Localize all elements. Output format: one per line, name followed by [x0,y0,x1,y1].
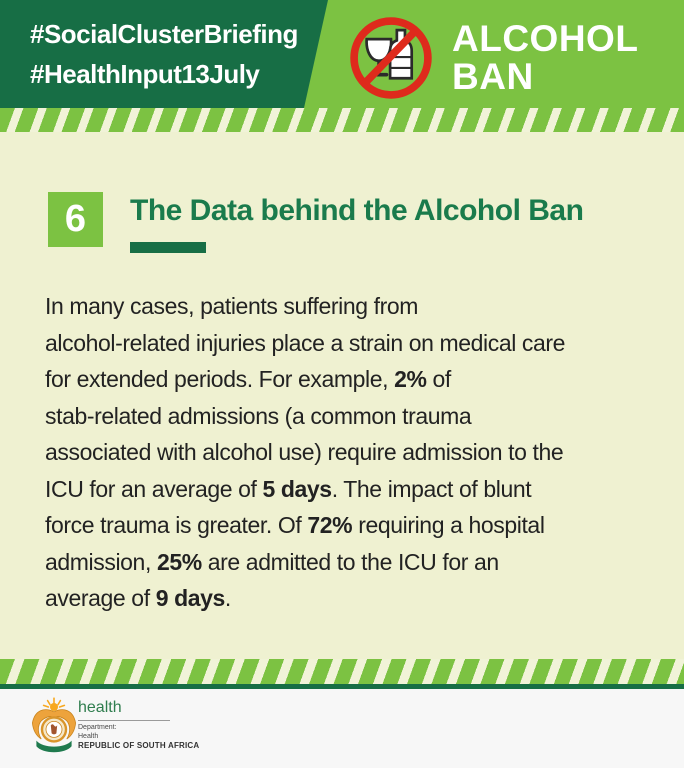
title-underline [130,242,206,253]
bottom-stripe-band [0,659,684,684]
footer-country: REPUBLIC OF SOUTH AFRICA [78,741,200,750]
section-number-badge: 6 [48,192,103,247]
body-paragraph: In many cases, patients suffering from a… [45,293,566,611]
footer-org-name: health [78,699,122,716]
section-number: 6 [64,198,87,240]
hashtag-banner [0,0,328,108]
footer: health Department: Health REPUBLIC OF SO… [0,689,684,768]
hashtags-block: #SocialClusterBriefing #HealthInput13Jul… [30,14,298,94]
coat-of-arms-icon [30,696,78,758]
footer-text-divider [78,720,170,721]
hashtag-social-cluster-briefing: #SocialClusterBriefing [30,19,298,49]
top-stripe-band [0,108,684,132]
footer-text-block: health Department: Health REPUBLIC OF SO… [78,699,199,751]
ban-title-line2: BAN [452,56,534,97]
main-content: 6 The Data behind the Alcohol Ban In man… [0,132,684,659]
footer-divider [0,684,684,689]
footer-department-label: Department: [78,724,117,731]
header-banner: #SocialClusterBriefing #HealthInput13Jul… [0,0,684,108]
footer-department-name: Health [78,732,99,740]
section-title: The Data behind the Alcohol Ban [130,194,584,227]
hashtag-health-input-13-july: #HealthInput13July [30,59,260,89]
ban-title-line1: ALCOHOL [452,18,639,59]
no-alcohol-icon [346,13,436,103]
ban-title: ALCOHOL BAN [452,20,638,96]
